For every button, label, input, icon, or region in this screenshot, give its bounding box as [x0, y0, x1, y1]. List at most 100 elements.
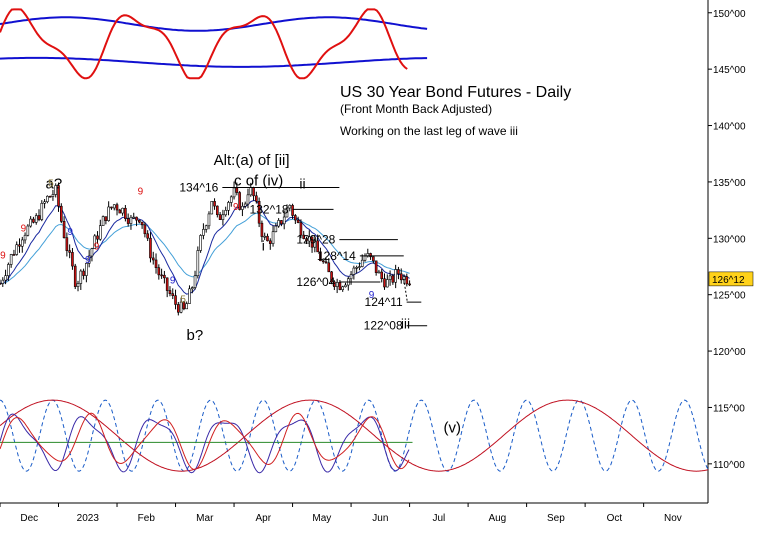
price-level-label: 132^18: [250, 202, 289, 216]
candle-body: [151, 257, 155, 261]
candle-body: [372, 256, 375, 262]
candle-body: [271, 231, 275, 244]
wave-label: a?: [45, 176, 62, 193]
candle-body: [40, 202, 44, 220]
candle-body: [408, 283, 411, 286]
cycle-panel: [0, 399, 709, 474]
candlesticks: [0, 181, 411, 316]
candle-body: [138, 219, 141, 223]
candle-body: [224, 210, 227, 216]
candle-body: [107, 206, 110, 221]
candle-body: [140, 221, 144, 226]
wave-label: b?: [187, 327, 204, 344]
candle-body: [79, 270, 83, 284]
price-tick-label: 115^00: [713, 403, 745, 414]
candle-body: [321, 260, 325, 263]
candle-body: [174, 295, 177, 305]
candle-body: [302, 234, 306, 239]
candle-body: [374, 260, 378, 273]
candle-body: [4, 275, 7, 281]
candle-body: [96, 235, 99, 240]
time-tick-label: Jun: [372, 513, 388, 524]
candle-body: [34, 215, 38, 223]
candle-body: [327, 262, 331, 273]
cycle-dashed-line: [0, 399, 709, 472]
price-axis: 150^00 145^00 140^00 135^00 130^00 125^00 120^…: [708, 9, 746, 471]
candle-body: [93, 235, 97, 249]
candle-body: [9, 254, 13, 265]
candle-body: [190, 287, 194, 290]
candle-body: [221, 214, 225, 220]
candle-body: [296, 219, 300, 223]
candle-body: [157, 267, 161, 276]
time-tick-label: Feb: [138, 513, 156, 524]
candle-body: [112, 204, 116, 209]
candle-body: [196, 250, 200, 277]
candle-body: [257, 201, 261, 224]
candle-body: [246, 194, 250, 205]
count-label: 5: [180, 295, 186, 306]
candle-body: [316, 240, 319, 253]
candle-body: [171, 293, 175, 296]
candle-body: [285, 207, 289, 218]
candle-body: [1, 279, 5, 284]
candle-body: [43, 201, 46, 204]
candle-body: [54, 185, 58, 195]
wave-label: c of (iv): [234, 172, 283, 189]
time-tick-label: May: [312, 513, 331, 524]
count-label: 9: [67, 227, 73, 238]
moving-average-slow: [0, 212, 410, 284]
cycle-slow-line: [0, 399, 709, 472]
candle-body: [73, 265, 77, 287]
count-label: 9: [138, 186, 144, 197]
count-label: 9: [369, 290, 375, 301]
upper-oscillator: [0, 8, 408, 80]
candle-body: [37, 215, 41, 220]
count-label: 9: [94, 242, 100, 253]
upper-indicator-panel: [0, 8, 428, 80]
candle-body: [71, 252, 74, 267]
candle-body: [110, 206, 113, 209]
candle-body: [32, 218, 35, 223]
candle-body: [216, 205, 219, 215]
candle-body: [213, 201, 216, 207]
candle-body: [388, 275, 392, 280]
candle-body: [385, 279, 389, 288]
candle-body: [263, 235, 266, 238]
candle-body: [394, 269, 397, 283]
candle-body: [59, 205, 63, 222]
candle-body: [104, 216, 108, 221]
candle-body: [319, 251, 322, 262]
candle-body: [85, 263, 88, 276]
last-price-marker: 126^12: [708, 271, 754, 287]
candle-body: [207, 213, 211, 227]
candle-body: [204, 225, 208, 230]
candle-body: [349, 274, 353, 280]
wave-label: iii: [401, 316, 410, 332]
candle-body: [255, 195, 258, 202]
candle-body: [369, 253, 372, 258]
count-label: 9: [233, 202, 239, 213]
candle-body: [313, 240, 317, 248]
candle-body: [121, 207, 124, 214]
price-level-label: 124^11: [365, 295, 403, 309]
cycle-oscillator-purple: [0, 413, 410, 474]
price-level-label: 129^28: [296, 233, 335, 247]
candle-body: [277, 220, 280, 227]
candle-body: [274, 225, 278, 233]
chart-note: Working on the last leg of wave iii: [340, 124, 518, 138]
candle-body: [82, 270, 85, 276]
candle-body: [7, 264, 10, 276]
candle-body: [288, 205, 292, 209]
candle-body: [185, 303, 188, 310]
time-axis: Dec 2023 Feb Mar Apr May Jun Jul Aug Sep Oct Nov: [0, 503, 682, 524]
count-label: 9: [85, 255, 91, 266]
candle-body: [68, 250, 71, 253]
candle-body: [154, 259, 158, 268]
candle-body: [377, 271, 381, 274]
candle-body: [193, 275, 197, 288]
time-tick-label: Jul: [432, 513, 445, 524]
time-tick-label: Oct: [607, 513, 623, 524]
price-tick-label: 120^00: [713, 347, 746, 358]
